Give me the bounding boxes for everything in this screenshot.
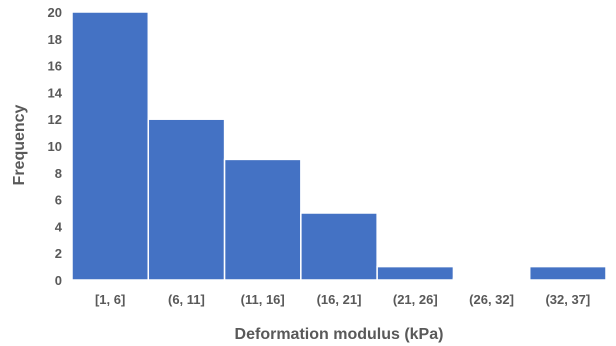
x-tick-label: (6, 11]: [168, 292, 205, 307]
x-tick-label: (21, 26]: [393, 292, 438, 307]
bars-group: [71, 11, 607, 281]
x-axis-title: Deformation modulus (kPa): [235, 326, 444, 343]
x-tick-labels: [1, 6] (6, 11] (11, 16] (16, 21] (21, 26] (26…: [95, 292, 590, 307]
x-tick-label: [1, 6]: [95, 292, 125, 307]
y-axis-title: Frequency: [11, 104, 28, 185]
bar-6: [452, 277, 531, 281]
y-tick-label: 14: [48, 85, 63, 100]
y-tick-label: 12: [48, 112, 62, 127]
bar-7: [528, 265, 607, 281]
bar-1: [71, 11, 150, 281]
x-tick-label: (16, 21]: [317, 292, 362, 307]
bar-4: [300, 212, 378, 281]
y-tick-label: 16: [48, 59, 62, 74]
y-tick-label: 0: [55, 273, 62, 288]
y-tick-label: 4: [55, 219, 63, 234]
x-tick-label: (32, 37]: [545, 292, 590, 307]
y-tick-label: 2: [55, 246, 62, 261]
x-tick-label: (26, 32]: [469, 292, 514, 307]
y-tick-label: 18: [48, 32, 62, 47]
y-tick-label: 8: [55, 166, 62, 181]
y-tick-label: 6: [55, 193, 62, 208]
y-tick-label: 10: [48, 139, 62, 154]
bar-5: [376, 265, 455, 281]
x-tick-label: (11, 16]: [241, 292, 285, 307]
y-tick-labels: 0 2 4 6 8 10 12 14 16 18 20: [48, 5, 63, 288]
bar-2: [147, 118, 226, 281]
y-tick-label: 20: [48, 5, 62, 20]
bar-3: [223, 158, 302, 281]
